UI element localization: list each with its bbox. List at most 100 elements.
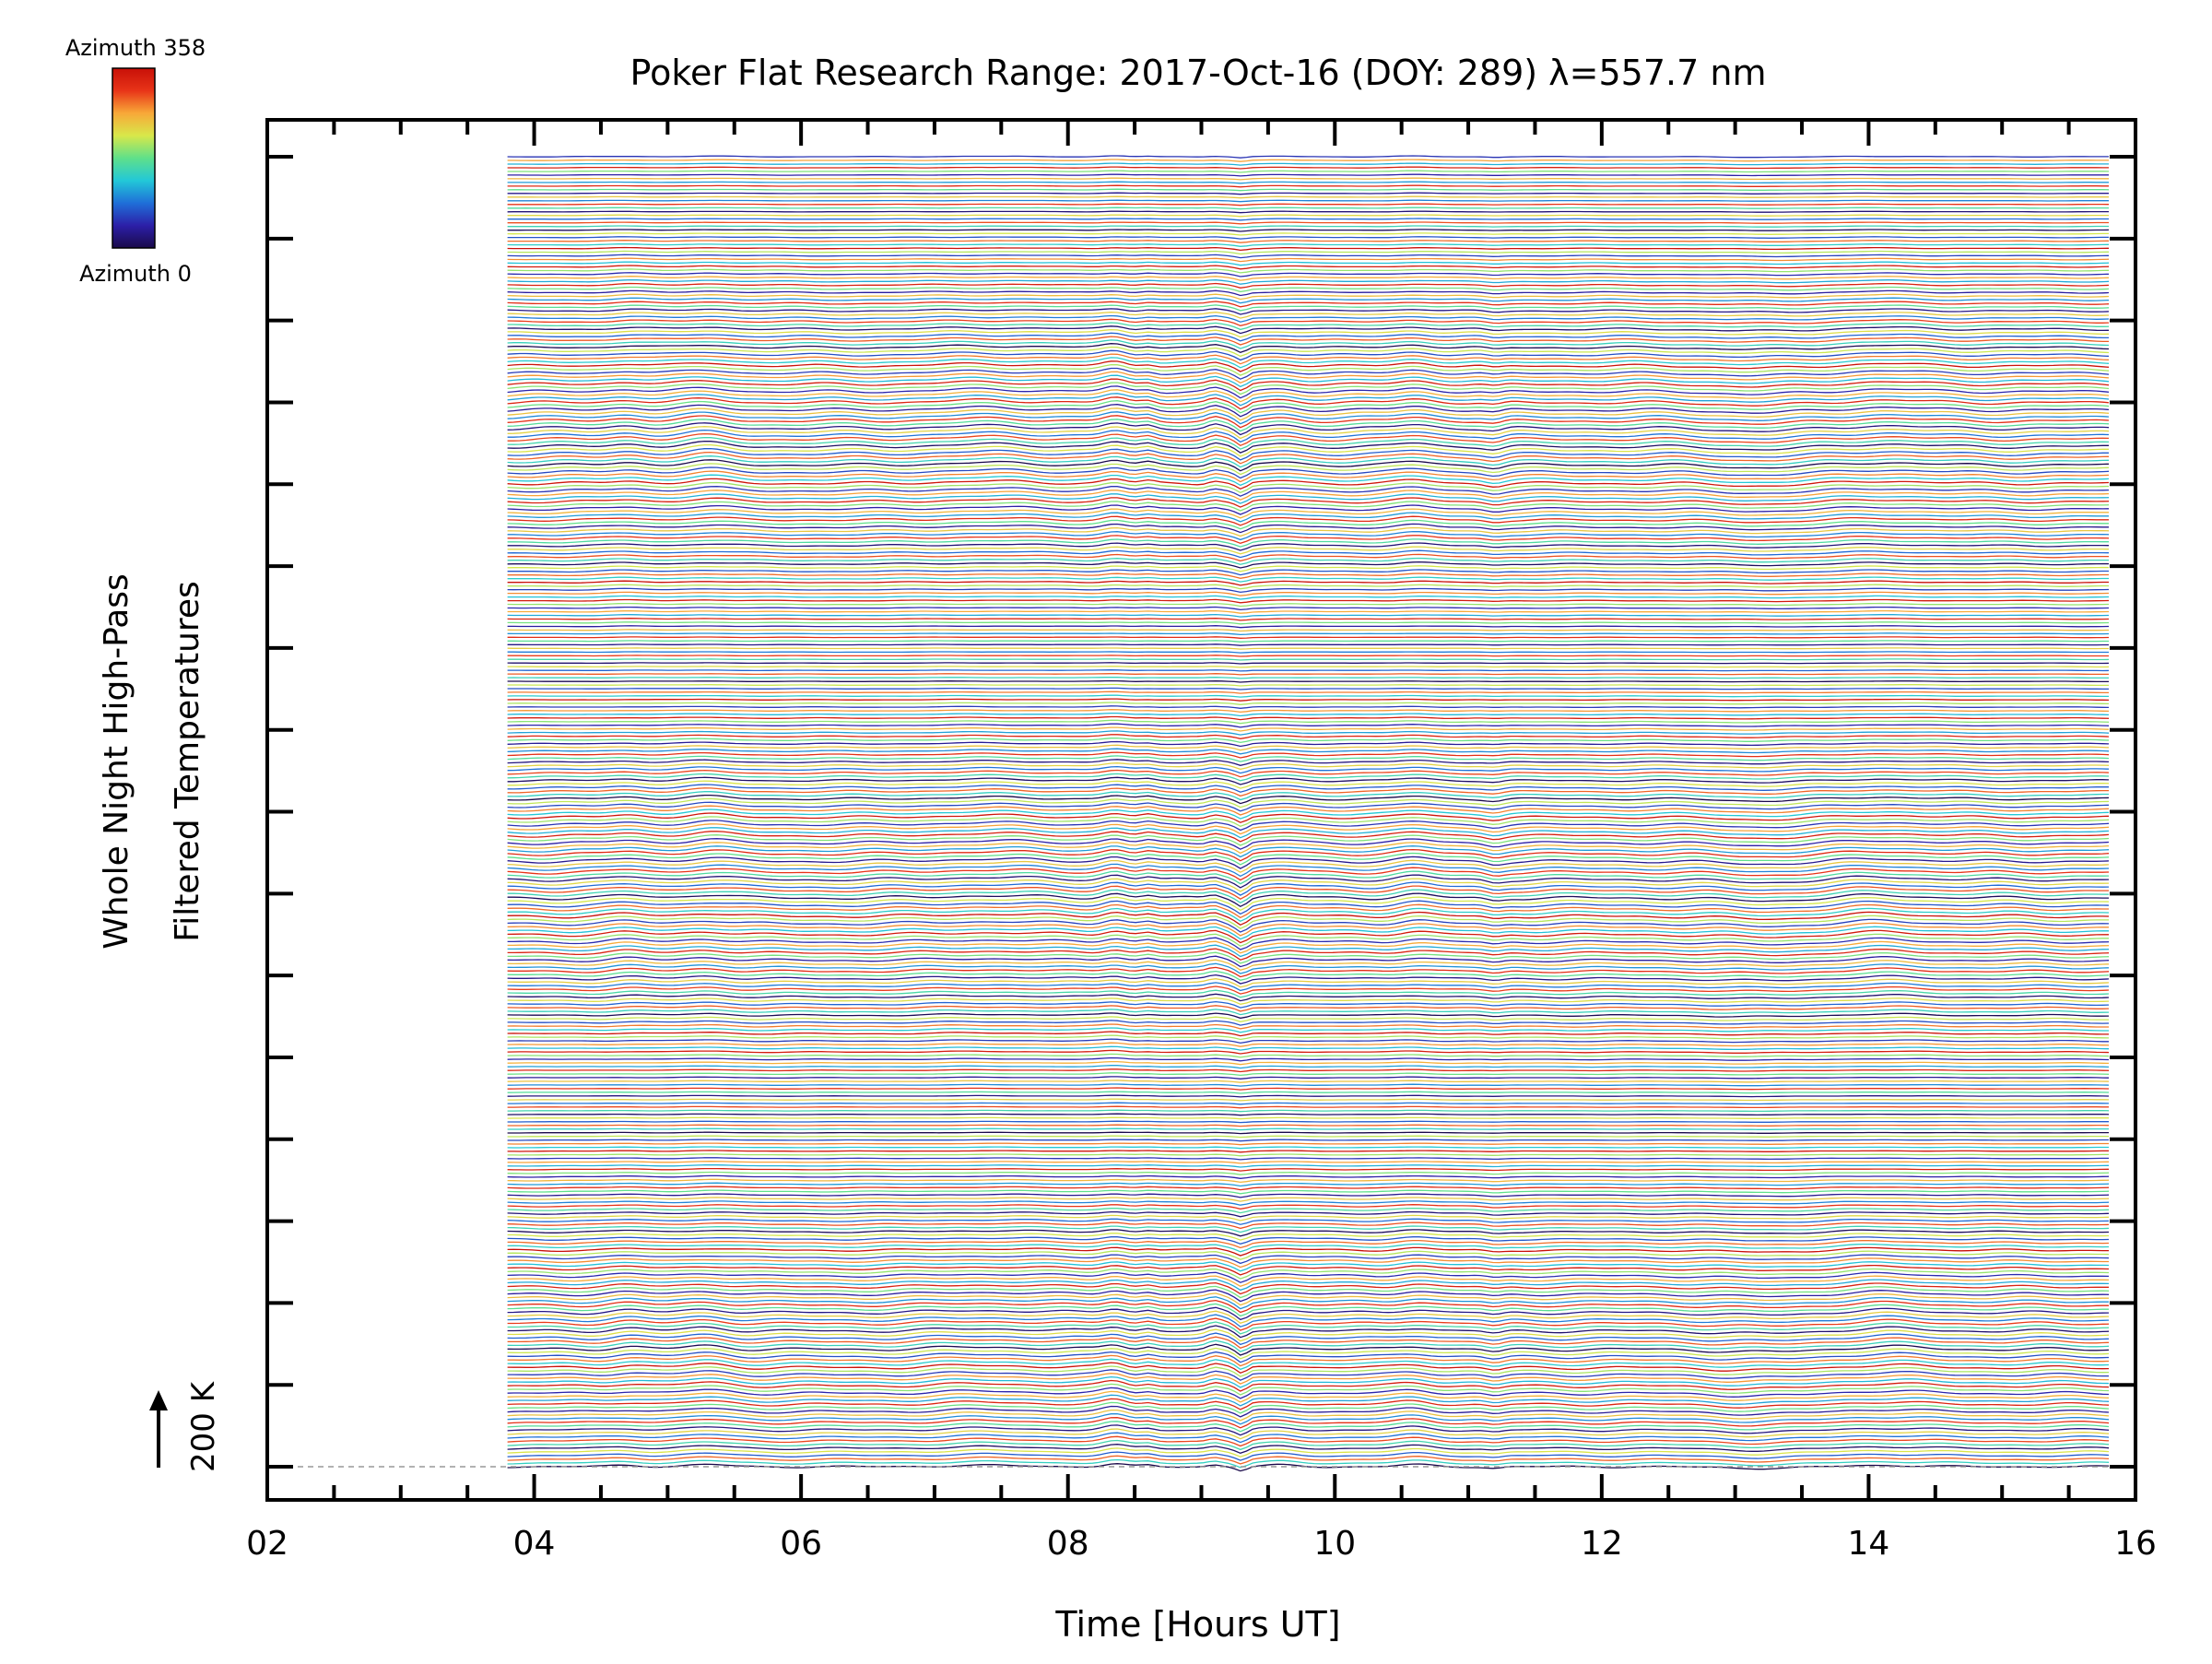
- series-line: [507, 519, 2109, 530]
- series-line: [507, 1060, 2110, 1066]
- series-line: [507, 709, 2110, 714]
- series-line: [507, 805, 2110, 816]
- series-line: [507, 940, 2110, 954]
- series-line: [507, 1178, 2110, 1184]
- series-line: [507, 170, 2110, 173]
- series-line: [507, 569, 2109, 576]
- series-line: [507, 440, 2109, 454]
- series-line: [507, 765, 2110, 774]
- series-line: [507, 769, 2110, 778]
- series-line: [507, 1254, 2110, 1265]
- series-line: [507, 1412, 2110, 1425]
- series-line: [507, 896, 2110, 912]
- series-line: [507, 343, 2110, 354]
- series-line: [507, 229, 2110, 232]
- series-line: [507, 842, 2110, 855]
- series-line: [507, 1257, 2109, 1269]
- series-line: [507, 1387, 2110, 1399]
- series-line: [507, 1150, 2109, 1153]
- series-line: [507, 719, 2110, 725]
- series-line: [507, 1236, 2110, 1245]
- series-line: [507, 254, 2110, 259]
- colorbar: Azimuth 358 Azimuth 0: [65, 35, 206, 287]
- series-line: [507, 1447, 2110, 1457]
- series-line: [507, 1163, 2110, 1168]
- series-line: [507, 349, 2110, 361]
- series-line: [507, 687, 2109, 690]
- series-line: [507, 1186, 2110, 1191]
- series-line: [507, 1207, 2110, 1214]
- x-axis-label: Time [Hours UT]: [1054, 1604, 1340, 1645]
- series-line: [507, 1455, 2110, 1465]
- series-line: [507, 1098, 2110, 1102]
- series-line: [507, 702, 2110, 705]
- series-line: [507, 508, 2109, 519]
- series-line: [507, 278, 2110, 285]
- series-line: [507, 1116, 2109, 1120]
- series-line: [507, 827, 2110, 839]
- series-line: [507, 173, 2109, 177]
- series-line: [507, 557, 2109, 565]
- series-line: [507, 221, 2109, 225]
- series-line: [507, 1317, 2110, 1331]
- series-line: [507, 1009, 2110, 1016]
- series-line: [507, 293, 2110, 301]
- series-line: [507, 1365, 2110, 1377]
- series-line: [507, 363, 2110, 376]
- series-line: [507, 261, 2110, 266]
- series-line: [507, 609, 2110, 614]
- series-line: [507, 466, 2110, 479]
- series-line: [507, 1279, 2110, 1292]
- series-line: [507, 694, 2109, 698]
- series-line: [507, 900, 2110, 915]
- series-line: [507, 203, 2110, 207]
- series-line: [507, 640, 2109, 643]
- series-line: [507, 867, 2110, 881]
- series-line: [507, 1362, 2110, 1375]
- series-line: [507, 436, 2110, 450]
- series-line: [507, 1225, 2110, 1233]
- series-line: [507, 907, 2110, 923]
- series-line: [507, 863, 2110, 878]
- series-line: [507, 382, 2110, 395]
- series-line: [507, 535, 2110, 544]
- series-line: [507, 276, 2110, 281]
- series-line: [507, 1214, 2110, 1221]
- series-line: [507, 155, 2109, 159]
- series-line: [507, 948, 2110, 961]
- series-line: [507, 673, 2109, 676]
- series-line: [507, 422, 2110, 436]
- series-line: [507, 1005, 2110, 1012]
- series-line: [507, 787, 2109, 797]
- series-line: [507, 1347, 2110, 1360]
- x-tick-label: 12: [1581, 1525, 1623, 1563]
- series-line: [507, 312, 2110, 319]
- series-line: [507, 1369, 2109, 1381]
- series-line: [507, 1056, 2110, 1062]
- series-line: [507, 1105, 2109, 1109]
- series-line: [507, 353, 2110, 365]
- series-line: [507, 985, 2110, 995]
- series-line: [507, 662, 2110, 665]
- series-line: [507, 580, 2109, 586]
- series-line: [507, 970, 2110, 981]
- series-line: [507, 629, 2110, 632]
- series-line: [507, 1439, 2110, 1451]
- series-line: [507, 1336, 2110, 1350]
- series-line: [507, 1432, 2110, 1444]
- series-line: [507, 926, 2109, 940]
- series-line: [507, 1285, 2110, 1299]
- series-line: [507, 776, 2110, 785]
- scale-indicator: 200 K: [149, 1380, 222, 1472]
- series-line: [507, 1023, 2109, 1030]
- series-line: [507, 929, 2109, 944]
- series-line: [507, 1031, 2109, 1037]
- series-line: [507, 1299, 2109, 1314]
- series-line: [507, 218, 2109, 221]
- series-line: [507, 443, 2109, 457]
- series-line: [507, 1167, 2110, 1172]
- series-line: [507, 903, 2109, 919]
- series-line: [507, 1383, 2110, 1396]
- x-axis: 02 04 06 08 10 12 14 16: [246, 120, 2157, 1563]
